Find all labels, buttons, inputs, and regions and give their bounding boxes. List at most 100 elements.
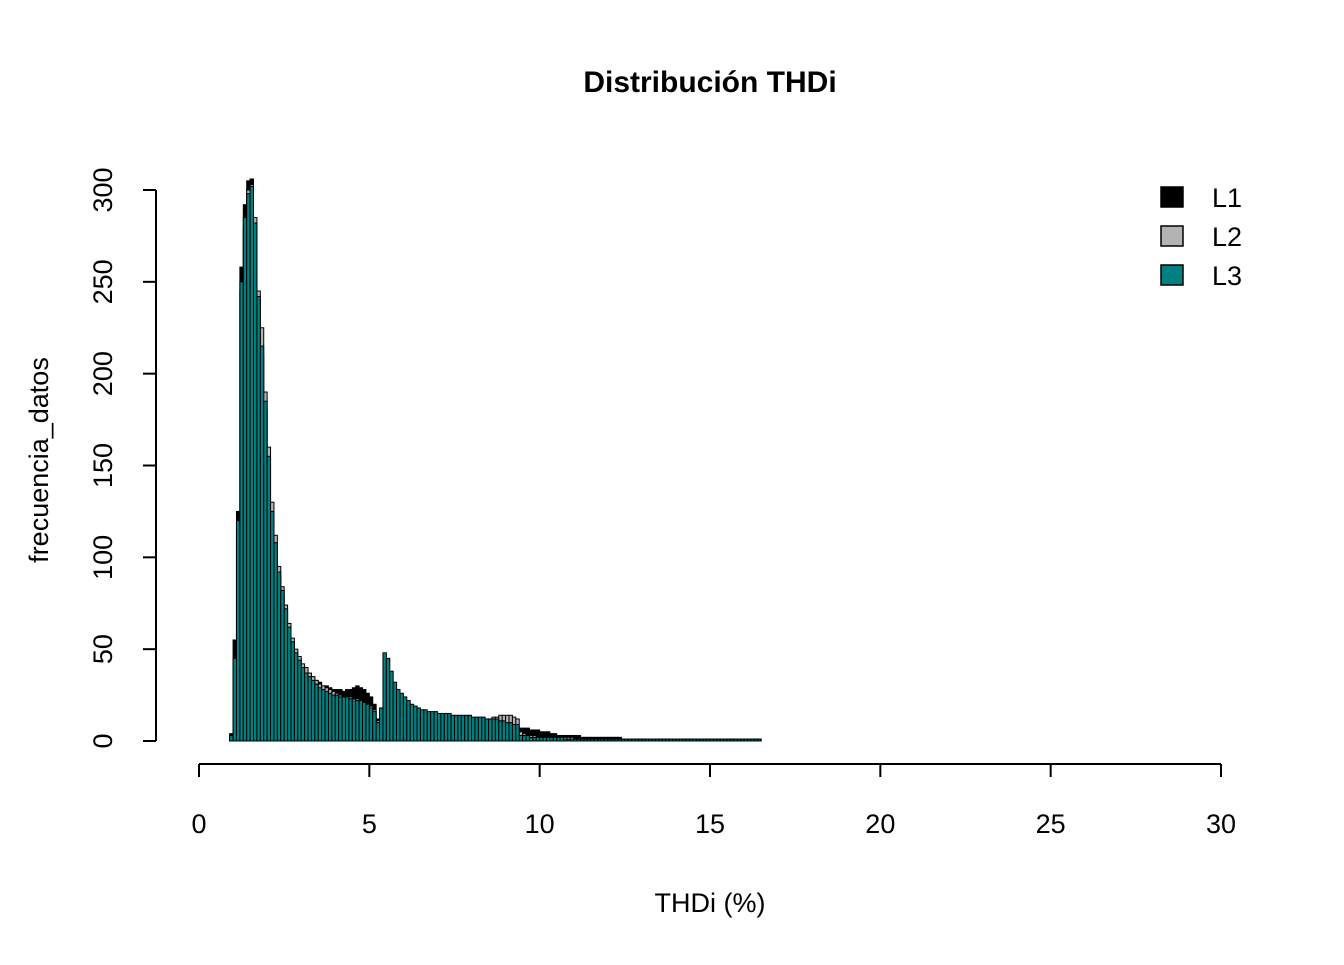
bar-l3-120 — [637, 738, 643, 742]
y-tick-label: 300 — [88, 167, 118, 212]
bar-l3-48 — [392, 681, 398, 742]
bar-l3-9 — [259, 345, 265, 742]
bar-l3-68 — [460, 714, 466, 742]
bar-l3-19 — [293, 652, 299, 742]
bar-l3-3 — [239, 281, 244, 742]
bar-l3-45 — [382, 652, 387, 742]
y-tick-label: 0 — [88, 733, 118, 748]
bar-l3-137 — [695, 738, 701, 742]
x-tick-label: 25 — [1036, 809, 1066, 839]
bar-l3-84 — [515, 723, 520, 742]
y-tick-label: 50 — [88, 634, 118, 664]
bar-l3-142 — [712, 738, 718, 742]
bar-l3-149 — [736, 738, 742, 742]
bar-l3-153 — [750, 738, 755, 742]
bar-l3-131 — [675, 738, 680, 742]
bar-l3-105 — [586, 738, 592, 742]
bar-l3-24 — [310, 679, 316, 742]
bar-l3-67 — [457, 714, 462, 742]
bar-l3-31 — [334, 694, 340, 742]
bar-l3-138 — [699, 738, 704, 742]
bar-l3-79 — [498, 720, 503, 742]
bar-l3-15 — [280, 589, 285, 742]
bar-l3-69 — [464, 714, 469, 742]
bar-l3-90 — [535, 736, 541, 742]
bar-l3-56 — [419, 709, 425, 742]
bar-l3-111 — [607, 738, 612, 742]
bar-l3-22 — [304, 672, 309, 742]
bar-l3-113 — [614, 738, 619, 742]
bar-l3-8 — [256, 296, 261, 742]
bar-l3-93 — [545, 736, 551, 742]
bar-l3-38 — [358, 700, 364, 742]
bar-l3-144 — [719, 738, 725, 742]
bar-l3-87 — [525, 734, 530, 742]
bar-l3-62 — [440, 712, 445, 742]
bar-l3-44 — [379, 707, 384, 742]
bar-l3-92 — [542, 736, 547, 742]
bar-l3-89 — [532, 736, 537, 742]
bar-l3-51 — [402, 696, 408, 742]
bar-l3-73 — [477, 716, 483, 742]
y-tick-label: 200 — [88, 351, 118, 396]
bar-l3-35 — [348, 698, 353, 742]
bar-l3-99 — [566, 738, 571, 742]
bar-l3-91 — [539, 736, 544, 742]
bar-l3-29 — [327, 692, 333, 742]
bar-l3-141 — [709, 738, 714, 742]
bar-l3-150 — [740, 738, 745, 742]
bar-l3-47 — [389, 670, 394, 742]
bar-l3-12 — [270, 510, 275, 742]
bar-l3-103 — [580, 738, 585, 742]
bar-l3-127 — [661, 738, 667, 742]
bar-l3-115 — [620, 738, 626, 742]
x-axis: 0 5 10 15 20 25 30 — [191, 763, 1236, 839]
bar-l3-106 — [590, 738, 595, 742]
bar-l3-26 — [317, 687, 323, 742]
bar-l3-124 — [651, 738, 657, 742]
bar-l3-10 — [263, 400, 268, 742]
x-tick-label: 10 — [525, 809, 555, 839]
bar-l3-110 — [603, 738, 609, 742]
legend-label-l3: L3 — [1212, 261, 1242, 291]
bar-l3-11 — [266, 455, 272, 742]
bar-l3-151 — [743, 738, 748, 742]
legend-swatch-l3 — [1160, 264, 1184, 286]
bar-l3-98 — [563, 738, 568, 742]
bar-l3-60 — [433, 711, 438, 742]
bar-l3-42 — [372, 711, 377, 742]
bar-l3-32 — [338, 696, 343, 742]
bar-l3-125 — [654, 738, 660, 742]
legend-swatch-l2 — [1160, 225, 1184, 247]
x-tick-label: 20 — [865, 809, 895, 839]
bar-l3-97 — [559, 736, 565, 742]
bar-l3-70 — [467, 714, 473, 742]
bar-l3-54 — [413, 705, 418, 742]
bar-l3-21 — [300, 667, 306, 742]
bar-l3-78 — [494, 718, 500, 742]
bar-l3-2 — [235, 520, 241, 742]
bar-l3-30 — [331, 694, 336, 742]
bar-l3-16 — [283, 608, 289, 742]
bar-l3-109 — [600, 738, 605, 742]
bar-l3-146 — [726, 738, 731, 742]
bar-l3-112 — [610, 738, 616, 742]
bar-l3-55 — [416, 707, 421, 742]
chart-title: Distribución THDi — [583, 66, 836, 99]
y-tick-label: 150 — [88, 443, 118, 488]
bar-l3-94 — [549, 736, 554, 742]
bar-l3-132 — [678, 738, 684, 742]
bar-l3-43 — [375, 722, 381, 742]
bar-l3-83 — [511, 723, 517, 742]
bar-l3-25 — [314, 683, 319, 742]
bar-l3-129 — [668, 738, 674, 742]
bar-l3-152 — [746, 738, 752, 742]
bar-l3-108 — [597, 738, 602, 742]
bar-l3-119 — [634, 738, 639, 742]
bar-l3-28 — [324, 690, 329, 742]
x-axis-label: THDi (%) — [655, 888, 766, 918]
bar-l3-140 — [706, 738, 711, 742]
bar-l3-88 — [528, 736, 534, 742]
